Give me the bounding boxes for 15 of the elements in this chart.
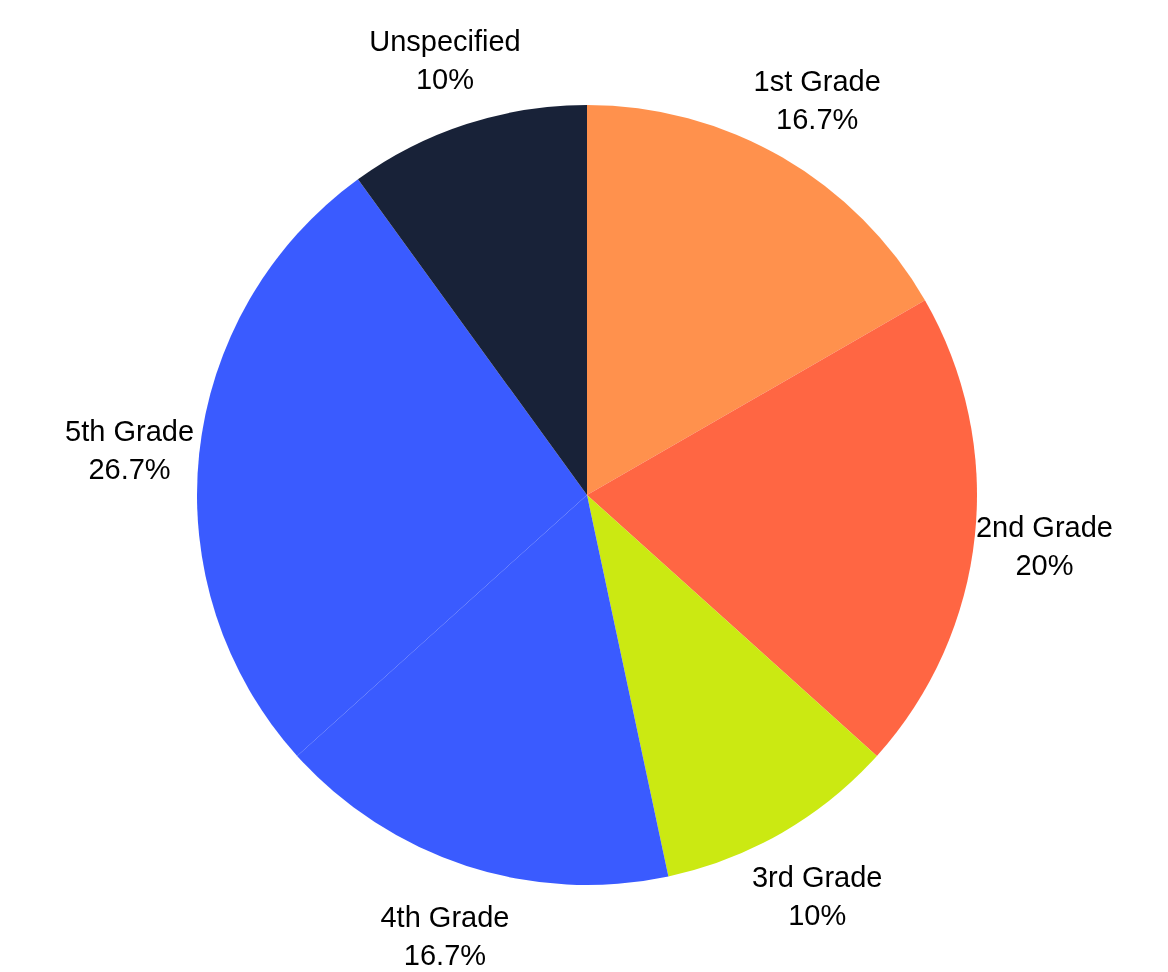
data-label: 16.7% [776, 102, 859, 135]
data-label: 16.7% [403, 938, 487, 971]
slice-label: 5th Grade [65, 414, 195, 447]
slice-label: Unspecified [369, 25, 521, 58]
slice-label: 1st Grade [753, 64, 881, 97]
slice-label: 2nd Grade [975, 511, 1113, 544]
slice-label: 4th Grade [380, 900, 510, 933]
data-label: 26.7% [88, 452, 171, 485]
pie-slice [357, 105, 587, 495]
pie-slice [587, 105, 925, 495]
data-label: 10% [415, 63, 475, 96]
data-label: 10% [788, 899, 847, 932]
pie-slice [587, 300, 977, 756]
data-label: 20% [1015, 549, 1074, 582]
slice-label: 3rd Grade [751, 861, 883, 894]
